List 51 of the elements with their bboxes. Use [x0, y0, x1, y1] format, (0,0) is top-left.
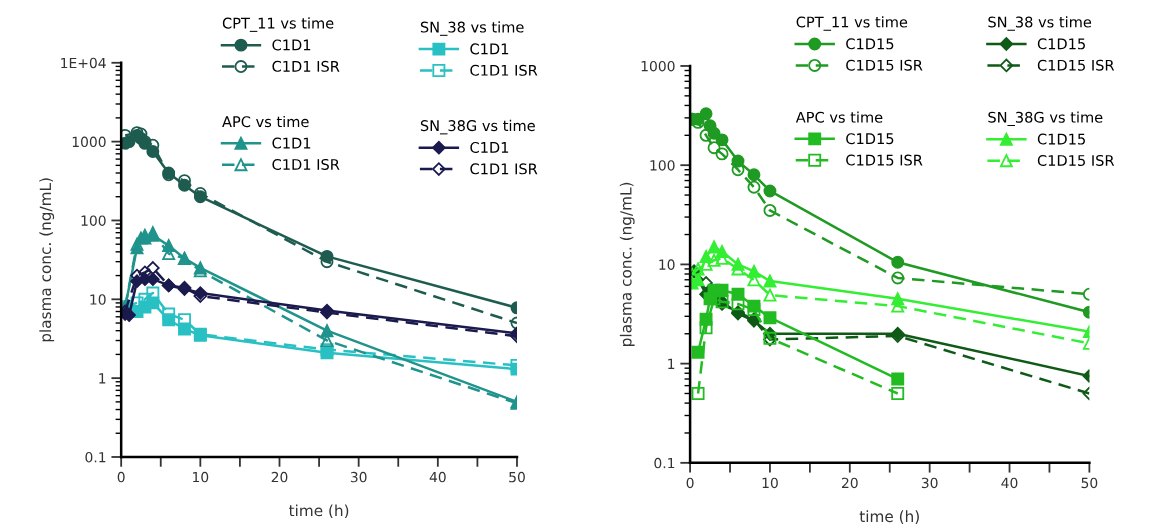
legend-label: C1D1 ISR — [272, 158, 340, 171]
x-tick-label: 10 — [762, 477, 778, 489]
y-tick-label: 100 — [81, 215, 106, 226]
y-tick-label: 0.1 — [654, 457, 675, 469]
y-tick-label: 1 — [99, 373, 106, 384]
x-tick-label: 50 — [509, 471, 525, 483]
legend-label: C1D15 ISR — [1037, 59, 1115, 71]
x-tick-label: 20 — [841, 477, 858, 489]
legend-label: C1D15 ISR — [1037, 154, 1115, 166]
x-tick-label: 20 — [271, 471, 288, 483]
legend-label: C1D15 — [846, 38, 894, 50]
x-tick-label: 30 — [921, 477, 938, 489]
y-tick-label: 10 — [90, 294, 106, 305]
y-tick-label: 10 — [659, 259, 675, 270]
y-tick-label: 1E+04 — [61, 57, 106, 69]
y-axis-title: plasma conc. (ng/mL) — [39, 178, 55, 342]
legend-label: C1D15 — [846, 133, 894, 145]
text: SN_38G vs time — [988, 111, 1103, 127]
legend-label: C1D1 ISR — [470, 64, 538, 76]
y-tick-label: 0.1 — [85, 451, 106, 463]
x-tick-label: 30 — [350, 471, 367, 483]
y-axis-title: plasma conc. (ng/mL) — [619, 182, 635, 346]
text: SN_38G vs time — [420, 119, 535, 135]
x-tick-label: 10 — [193, 471, 209, 483]
y-tick-label: 1 — [668, 358, 675, 369]
legend-label: C1D15 — [1037, 38, 1085, 50]
text: APC vs time — [222, 115, 309, 128]
legend-label: C1D1 — [470, 141, 509, 153]
x-tick-label: 40 — [429, 471, 446, 483]
text: SN_38 vs time — [420, 21, 524, 36]
legend-label: C1D1 — [272, 137, 311, 149]
x-tick-label: 40 — [1001, 477, 1018, 489]
text: CPT_11 vs time — [222, 17, 334, 32]
text: APC vs time — [795, 111, 883, 123]
text: CPT_11 vs time — [796, 16, 908, 31]
x-axis-title: time (h) — [289, 504, 349, 519]
y-tick-label: 1000 — [72, 136, 106, 148]
legend-label: C1D15 ISR — [846, 59, 923, 71]
legend-label: C1D15 ISR — [846, 154, 923, 166]
x-axis-title: time (h) — [859, 510, 919, 524]
legend-label: C1D1 ISR — [470, 163, 538, 175]
y-tick-label: 100 — [650, 160, 675, 171]
x-tick-label: 50 — [1081, 477, 1098, 489]
legend-label: C1D1 ISR — [272, 60, 340, 72]
legend-label: C1D15 — [1037, 133, 1085, 145]
x-tick-label: 0 — [686, 477, 694, 489]
x-tick-label: 0 — [117, 471, 125, 483]
legend-label: C1D1 — [272, 39, 311, 51]
legend-label: C1D1 — [470, 43, 509, 55]
text: SN_38 vs time — [988, 16, 1092, 31]
y-tick-label: 1000 — [641, 60, 675, 72]
